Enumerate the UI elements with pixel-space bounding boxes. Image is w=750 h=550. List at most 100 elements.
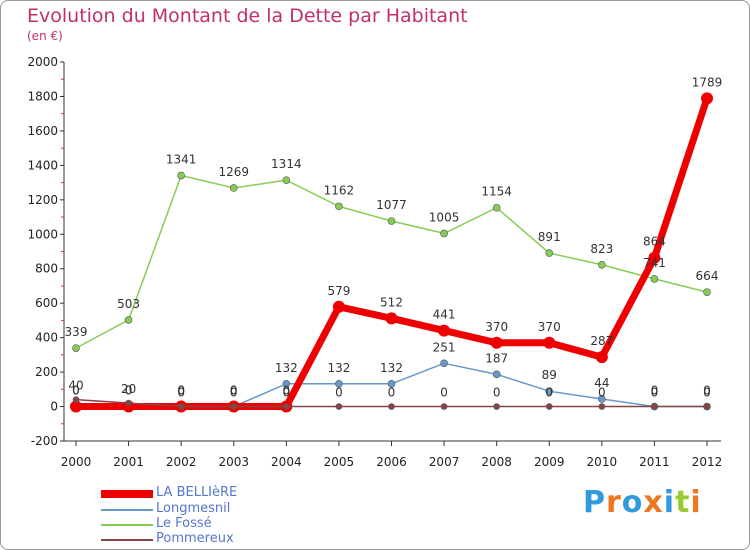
data-label: 0 (651, 386, 659, 400)
data-label: 0 (440, 386, 448, 400)
data-point (332, 300, 345, 313)
chart-subtitle: (en €) (27, 29, 63, 43)
data-point (282, 380, 291, 388)
x-tick-label: 2007 (429, 455, 460, 469)
legend-swatch (101, 490, 153, 498)
data-point (545, 387, 554, 396)
chart-title: Evolution du Montant de la Dette par Hab… (27, 5, 468, 27)
data-point (598, 395, 606, 403)
data-label: 1269 (218, 165, 249, 179)
logo-letter: i (690, 485, 702, 520)
logo-letter: o (621, 485, 644, 520)
data-point (545, 249, 554, 257)
y-tick-label: 600 (35, 296, 58, 310)
data-point (282, 176, 291, 184)
data-label: 864 (643, 235, 666, 249)
data-point (72, 396, 80, 403)
legend-swatch (101, 539, 153, 541)
data-point (648, 251, 661, 264)
x-tick-label: 2000 (61, 455, 92, 469)
x-tick-label: 2002 (166, 455, 197, 469)
data-label: 0 (651, 384, 659, 398)
data-label: 0 (230, 386, 238, 400)
logo-letter: i (663, 485, 676, 520)
legend-label: LA BELLIèRE (156, 485, 238, 500)
data-label: 44 (594, 376, 609, 390)
data-point (70, 400, 82, 413)
y-tick-label: 1200 (27, 193, 58, 207)
data-point (651, 403, 658, 410)
data-point (490, 336, 503, 349)
data-point (492, 370, 501, 379)
data-label: 1314 (271, 157, 302, 171)
logo-letter: r (606, 485, 622, 520)
data-label: 1162 (324, 183, 355, 197)
legend-label: Le Fossé (156, 516, 212, 531)
data-point (545, 403, 553, 410)
data-label: 132 (275, 361, 298, 375)
x-tick-label: 2008 (481, 455, 512, 469)
data-label: 823 (590, 242, 613, 256)
data-point (230, 403, 238, 410)
data-label: 503 (117, 297, 140, 311)
logo-letter: P (583, 485, 606, 520)
data-point (543, 336, 556, 349)
x-tick-label: 2003 (218, 455, 249, 469)
data-point (283, 403, 290, 410)
data-label: 0 (230, 384, 238, 398)
data-label: 0 (598, 386, 606, 400)
y-tick-label: 0 (50, 400, 58, 414)
y-tick-label: 1400 (27, 158, 58, 172)
y-tick-label: 2000 (27, 55, 58, 69)
data-label: 0 (545, 386, 553, 400)
data-point (598, 403, 606, 410)
data-label: 0 (703, 386, 711, 400)
data-label: 0 (72, 384, 80, 398)
data-label: 187 (485, 351, 508, 365)
data-label: 20 (121, 382, 136, 396)
x-tick-label: 2011 (639, 455, 670, 469)
data-label: 664 (696, 269, 719, 283)
x-tick-label: 2012 (692, 455, 723, 469)
data-point (440, 359, 448, 368)
data-label: 1005 (429, 210, 460, 224)
data-label: 1341 (166, 153, 197, 167)
data-point (229, 184, 238, 192)
data-point (703, 288, 711, 296)
y-tick-label: 400 (35, 331, 58, 345)
data-point (438, 324, 451, 337)
data-label: 0 (177, 384, 185, 398)
data-label: 512 (380, 295, 403, 309)
x-tick-label: 2004 (271, 455, 302, 469)
data-label: 0 (335, 386, 343, 400)
data-point (440, 229, 448, 238)
y-tick-label: 1600 (27, 124, 58, 138)
data-label: 1077 (376, 198, 407, 212)
logo-letter: x (643, 485, 664, 520)
data-label: 0 (230, 384, 238, 398)
data-point (595, 351, 608, 364)
data-label: 741 (643, 256, 666, 270)
data-label: 0 (703, 384, 711, 398)
data-label: 0 (72, 384, 80, 398)
x-tick-label: 2001 (113, 455, 144, 469)
y-tick-label: -200 (31, 434, 58, 448)
legend-label: Longmesnil (156, 501, 231, 516)
legend-label: Pommereux (156, 531, 234, 546)
data-point (650, 275, 659, 283)
data-label: 370 (485, 320, 508, 334)
y-tick-label: 200 (35, 365, 58, 379)
x-tick-label: 2005 (324, 455, 355, 469)
data-point (177, 403, 185, 410)
data-label: 0 (125, 384, 133, 398)
data-label: 370 (538, 320, 561, 334)
x-tick-label: 2010 (587, 455, 618, 469)
data-point (387, 380, 396, 388)
data-label: 89 (542, 368, 557, 382)
data-label: 1789 (692, 75, 723, 89)
data-label: 891 (538, 230, 561, 244)
data-label: 0 (177, 384, 185, 398)
data-point (177, 171, 185, 180)
data-point (385, 312, 398, 325)
y-tick-label: 1800 (27, 89, 58, 103)
